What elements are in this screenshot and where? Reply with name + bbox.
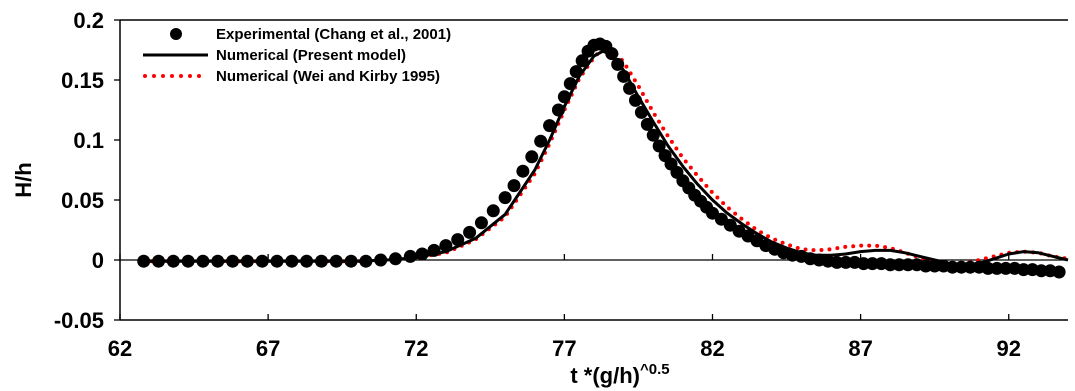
data-point [427,243,441,257]
data-point [883,258,897,272]
data-point [999,261,1013,275]
data-point [617,69,631,83]
x-tick-label: 92 [997,336,1021,361]
data-point [623,81,637,95]
data-point [563,77,577,91]
data-point [605,47,619,61]
y-tick-label: -0.05 [54,308,104,333]
series-markers-experimental [137,37,1066,279]
x-tick-label: 62 [108,336,132,361]
data-point [945,260,959,274]
data-point [300,254,314,268]
data-point [830,255,844,269]
data-point [415,247,429,261]
legend-marker [170,28,182,40]
data-point [439,239,453,253]
legend: Experimental (Chang et al., 2001) Numeric… [143,26,451,85]
data-point [646,128,660,142]
x-axis-title: t *(g/h)^0.5 [570,361,669,388]
data-point [534,134,548,148]
data-point [901,258,915,272]
data-point [211,254,225,268]
data-point [226,254,240,268]
data-point [628,93,642,107]
data-point [137,254,151,268]
data-point [865,257,879,271]
data-point [374,253,388,267]
data-point [1017,263,1031,277]
data-point [314,254,328,268]
data-point [196,254,210,268]
series-layer [137,37,1070,279]
data-point [463,225,477,239]
data-point [575,54,589,68]
data-point [181,254,195,268]
legend-label: Experimental (Chang et al., 2001) [216,26,451,43]
data-point [928,259,942,273]
data-point [329,254,343,268]
data-point [634,105,648,119]
data-point [255,254,269,268]
legend-label: Numerical (Wei and Kirby 1995) [216,68,440,85]
data-point [152,254,166,268]
data-point [451,233,465,247]
data-point [652,139,666,153]
data-point [963,260,977,274]
data-point [640,117,654,131]
data-point [507,179,521,193]
data-point [403,249,417,263]
data-point [543,119,557,133]
data-point [990,261,1004,275]
y-tick-label: 0.15 [61,68,104,93]
data-point [166,254,180,268]
data-point [270,254,284,268]
data-point [551,103,565,117]
x-axis-title-exponent: ^0.5 [640,361,670,378]
y-tick-label: 0.05 [61,188,104,213]
y-axis-title: H/h [11,162,36,197]
data-point [344,254,358,268]
data-point [892,258,906,272]
data-point [240,254,254,268]
x-tick-label: 77 [552,336,576,361]
data-point [857,257,871,271]
data-point [1034,264,1048,278]
data-point [486,204,500,218]
data-point [359,254,373,268]
data-point [611,57,625,71]
x-tick-label: 82 [700,336,724,361]
data-point [389,252,403,266]
data-point [557,90,571,104]
data-point [981,261,995,275]
axes: 62 67 72 77 82 87 92 -0.05 0 0.05 0.1 0.15 0.2 t *(g/… [11,8,1068,388]
y-tick-label: 0 [92,248,104,273]
x-tick-label: 67 [256,336,280,361]
data-point [954,260,968,274]
data-point [839,255,853,269]
x-tick-label: 87 [848,336,872,361]
data-point [569,65,583,79]
data-point [1052,265,1066,279]
x-tick-label: 72 [404,336,428,361]
data-point [474,216,488,230]
data-point [516,164,530,178]
data-point [285,254,299,268]
legend-label: Numerical (Present model) [216,47,406,64]
y-tick-label: 0.2 [73,8,104,33]
data-point [919,259,933,273]
data-point [498,191,512,205]
y-tick-label: 0.1 [73,128,104,153]
data-point [525,150,539,164]
